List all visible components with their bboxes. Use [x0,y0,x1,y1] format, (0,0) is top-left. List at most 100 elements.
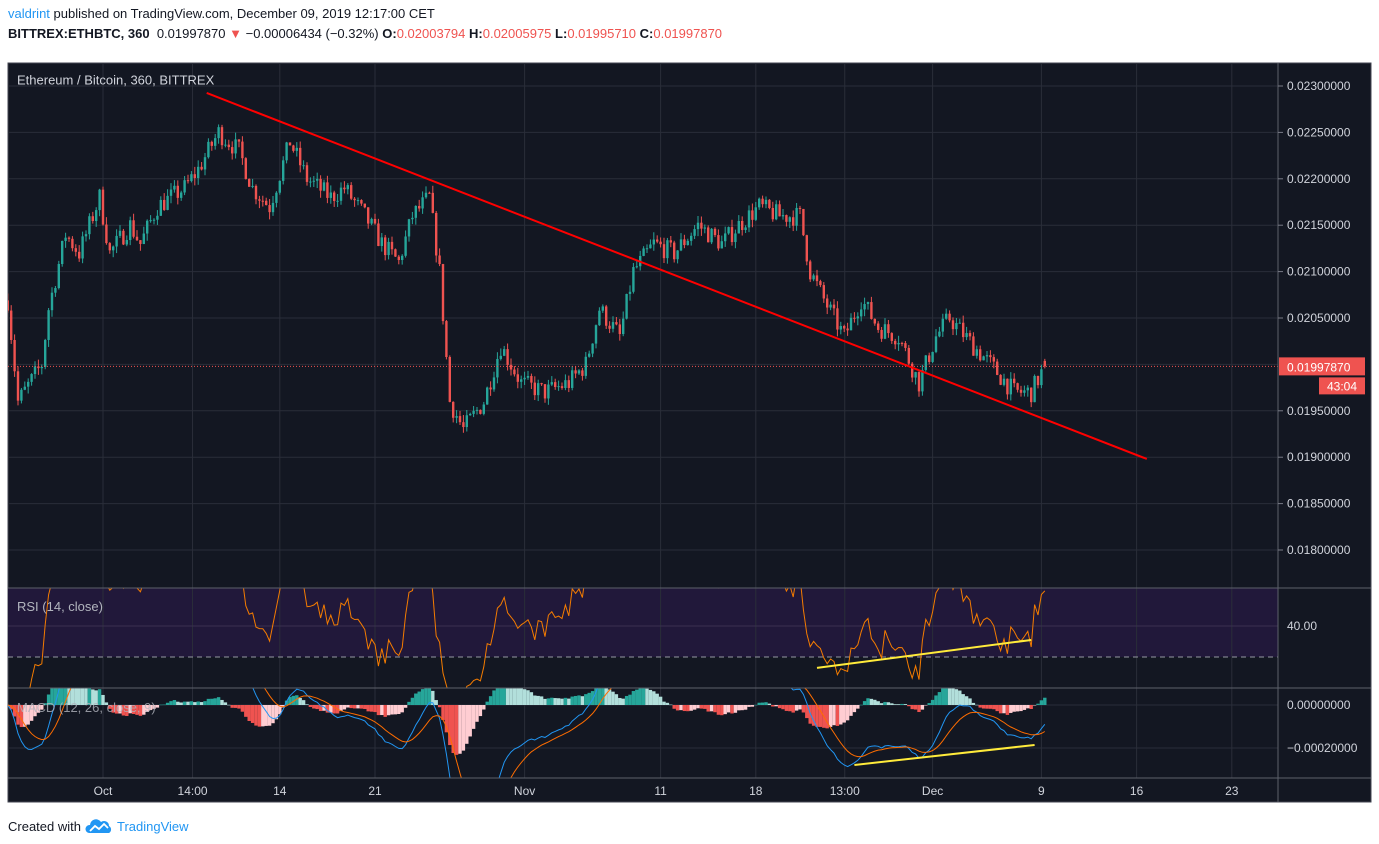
macd-histogram-bar [828,705,833,727]
candle-body [870,302,873,319]
macd-histogram-bar [499,688,503,705]
macd-histogram-bar [536,695,540,705]
macd-histogram-bar [941,688,945,705]
macd-histogram-bar [900,703,904,705]
macd-histogram-bar [135,705,139,715]
candle-body [370,218,373,224]
macd-histogram-bar [448,705,452,746]
candle-body [30,374,33,382]
macd-histogram-bar [410,697,415,705]
macd-histogram-bar [747,705,751,707]
candle-body [574,370,577,374]
macd-histogram-bar [645,688,649,705]
macd-pane [8,688,1047,778]
macd-histogram-bar [703,705,707,709]
macd-histogram-bar [346,705,350,708]
rsi-divergence-line[interactable] [816,638,1032,669]
candle-body [737,220,740,234]
rsi-line [29,588,1046,688]
candle-body [441,264,445,322]
macd-histogram-bar [635,689,639,705]
candle-body [577,370,581,374]
candle-body [350,185,353,199]
candle-body [768,199,771,208]
candle-body [1002,378,1006,385]
macd-histogram-bar [172,700,177,705]
candle-body [724,233,727,242]
macd-histogram-bar [757,702,761,705]
candle-body [322,182,326,191]
trendline[interactable] [206,92,1148,460]
macd-histogram-bar [937,692,942,705]
macd-label: MACD (12, 26, close, 9) [17,700,156,715]
candle-body [152,219,156,221]
candle-body [948,313,951,321]
candle-body [513,369,516,375]
author-link[interactable]: valdrint [8,6,50,21]
macd-histogram-bar [818,705,823,727]
candle-body [326,182,329,198]
candle-body [139,240,142,244]
candle-body [95,210,98,222]
macd-histogram-bar [594,688,598,705]
macd-histogram-bar [380,705,384,716]
candle-body [10,310,13,340]
candle-body [751,210,754,220]
candle-body [652,239,655,245]
macd-histogram-bar [189,701,194,705]
macd-divergence-line[interactable] [854,743,1035,766]
tradingview-link[interactable]: TradingView [116,818,189,834]
candle-body [873,318,876,324]
candle-body [482,404,485,414]
macd-histogram-bar [788,705,792,712]
macd-histogram-bar [624,695,629,705]
candle-body [581,370,584,376]
macd-histogram-bar [662,701,666,705]
macd-histogram-bar [750,705,755,707]
macd-histogram-bar [839,705,843,725]
price-tick-label: 0.02300000 [1287,79,1351,93]
candle-body [904,343,907,348]
macd-histogram-bar [1005,705,1010,715]
macd-histogram-bar [832,705,836,726]
candle-body [486,387,489,405]
candle-body [832,304,836,309]
symbol-info: BITTREX:ETHBTC, 360 0.01997870 ▼ −0.0000… [8,26,722,41]
candle-body [897,342,900,345]
candle-body [387,241,390,256]
macd-histogram-bar [298,697,302,705]
macd-histogram-bar [543,698,547,705]
candle-body [462,422,465,428]
macd-histogram-bar [244,705,248,717]
candle-body [611,322,615,329]
candle-body [557,386,560,388]
macd-histogram-bar [964,696,969,705]
macd-tick-label: −0.00020000 [1287,741,1358,755]
candle-body [985,355,989,357]
axes[interactable]: 0.02300000 0.02250000 0.02200000 0.02150000… [94,79,1358,798]
overlays: 0.01997870 43:04 [8,92,1365,460]
macd-histogram-bar [152,705,156,709]
price-tick-label: 0.02150000 [1287,218,1351,232]
candle-body [431,192,434,213]
candle-body [982,356,985,361]
candle-body [435,212,438,256]
candle-body [418,205,421,209]
macd-histogram-bar [488,696,493,705]
macd-histogram-bar [352,705,357,709]
candle-body [730,227,734,243]
candle-body [455,416,458,418]
candle-body [367,207,370,224]
candle-body [1006,378,1009,395]
high-label: H: [469,26,483,41]
candle-body [248,178,251,187]
macd-histogram-bar [441,705,445,720]
macd-histogram-bar [560,698,564,705]
macd-histogram-bar [597,688,602,705]
macd-histogram-bar [148,705,153,711]
macd-histogram-bar [924,705,928,706]
countdown-badge [1319,377,1365,395]
macd-histogram-bar [118,705,122,714]
candle-body [975,349,978,356]
